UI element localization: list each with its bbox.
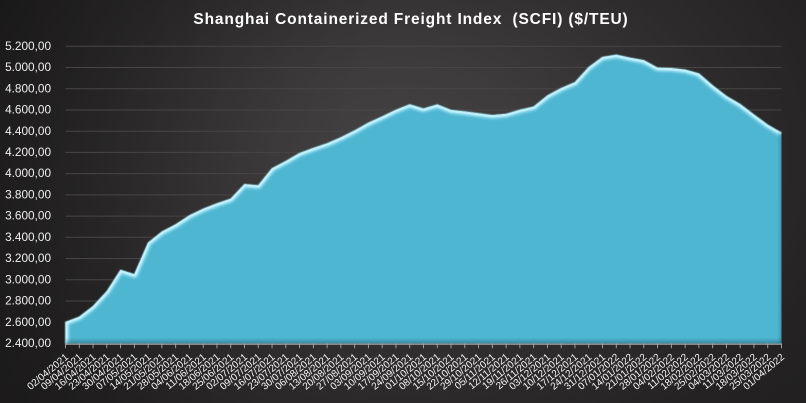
svg-text:4.200,00: 4.200,00 <box>5 145 51 159</box>
svg-text:2.600,00: 2.600,00 <box>5 315 51 329</box>
svg-text:3.600,00: 3.600,00 <box>5 209 51 223</box>
svg-text:4.800,00: 4.800,00 <box>5 81 51 95</box>
svg-text:3.400,00: 3.400,00 <box>5 230 51 244</box>
svg-text:3.000,00: 3.000,00 <box>5 272 51 286</box>
svg-text:4.000,00: 4.000,00 <box>5 166 51 180</box>
svg-text:2.400,00: 2.400,00 <box>5 336 51 350</box>
svg-text:5.200,00: 5.200,00 <box>5 39 51 53</box>
svg-text:5.000,00: 5.000,00 <box>5 60 51 74</box>
svg-text:3.200,00: 3.200,00 <box>5 251 51 265</box>
svg-text:4.600,00: 4.600,00 <box>5 103 51 117</box>
svg-text:2.800,00: 2.800,00 <box>5 294 51 308</box>
svg-text:4.400,00: 4.400,00 <box>5 124 51 138</box>
svg-text:3.800,00: 3.800,00 <box>5 187 51 201</box>
